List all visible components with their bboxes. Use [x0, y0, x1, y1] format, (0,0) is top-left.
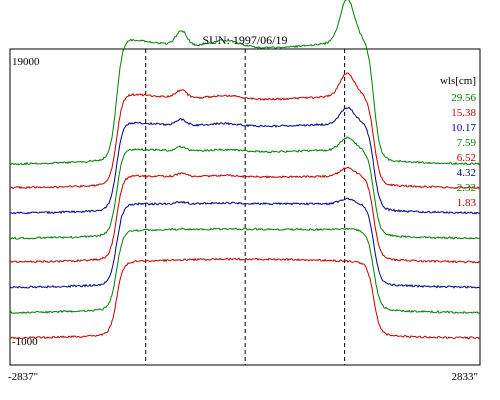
legend-entry: 4.32: [457, 167, 476, 179]
y-tick-label-top: 19000: [12, 56, 40, 68]
legend-entry: 1.83: [457, 197, 477, 209]
series-line: [9, 257, 481, 340]
legend-entry: 2.32: [457, 182, 476, 194]
series-line: [10, 72, 481, 190]
x-tick-label-left: -2837": [8, 371, 38, 383]
series-line: [9, 106, 481, 215]
x-tick-label-right: 2833": [452, 371, 479, 383]
legend-title: wls[cm]: [440, 75, 476, 87]
series-line: [9, 227, 481, 315]
series-line: [9, 0, 481, 166]
series-line: [9, 197, 481, 289]
legend-entry: 29.56: [451, 92, 476, 104]
legend-entry: 6.52: [457, 152, 476, 164]
chart-title: SUN: 1997/06/19: [202, 33, 287, 47]
legend-entry: 10.17: [451, 122, 476, 134]
series-lines: [9, 0, 481, 340]
series-line: [9, 166, 481, 264]
vertical-markers: [145, 49, 346, 365]
legend: 29.56 15.38 10.17 7.59 6.52 4.32 2.32 1.83: [451, 92, 476, 209]
legend-entry: 15.38: [451, 107, 476, 119]
series-line: [9, 136, 480, 240]
legend-entry: 7.59: [457, 137, 477, 149]
y-tick-label-bottom: -1000: [12, 336, 38, 348]
